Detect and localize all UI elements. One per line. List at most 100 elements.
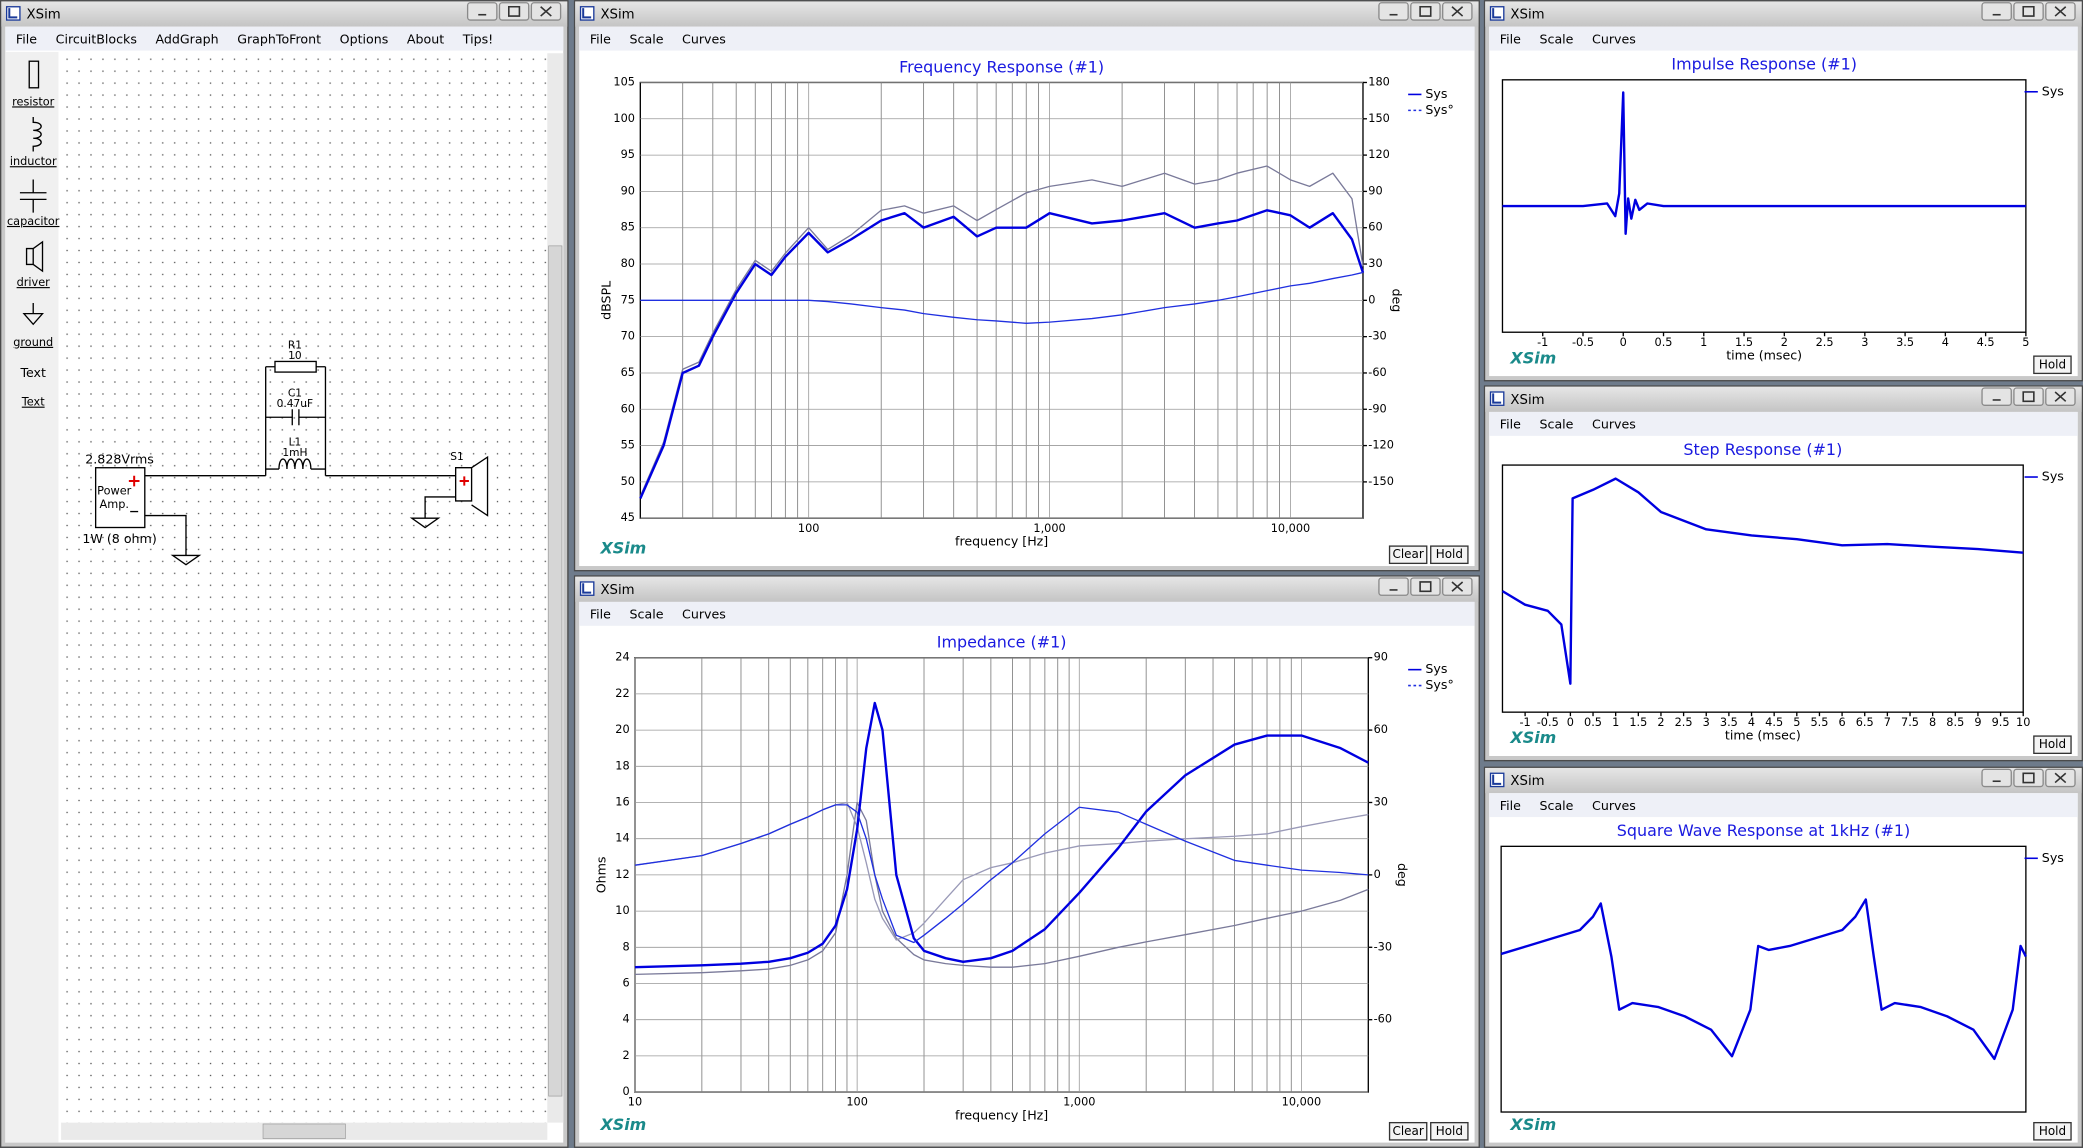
menu-item[interactable]: File [1500,31,1521,46]
curve [634,801,1369,976]
graph-button-label[interactable]: Hold [2039,737,2066,751]
graph-button[interactable] [1430,545,1469,565]
source-level: 2.828Vrms [85,451,154,466]
tool-label[interactable]: inductor [10,155,57,168]
x-tick-label: 4 [1942,336,1949,349]
y2-tick-label: -30 [1374,940,1392,953]
menu-item[interactable]: Scale [630,607,664,622]
maximize-button[interactable] [1410,2,1441,21]
menu-bar [1489,411,2078,436]
tool-label[interactable]: Text [21,396,45,409]
legend-label: Sys [2042,850,2064,865]
minimize-button[interactable] [1981,768,2012,788]
menu-item[interactable]: Scale [1540,31,1574,46]
tool-label[interactable]: driver [17,276,51,289]
legend-label: Sys [2042,83,2064,98]
x-tick-label: 0.5 [1655,336,1673,349]
menu-item[interactable]: Options [340,31,389,46]
menu-item[interactable]: Curves [1592,31,1636,46]
menu-item[interactable]: File [16,31,37,46]
x-axis-label: frequency [Hz] [955,534,1048,549]
graph-button[interactable] [1430,1121,1469,1141]
x-tick-label: 5.5 [1810,716,1828,729]
maximize-button[interactable] [2013,768,2044,788]
menu-item[interactable]: Curves [682,607,726,622]
chart-title: Impedance (#1) [937,633,1067,652]
x-tick-label: 1.5 [1629,716,1647,729]
graph-button[interactable] [1388,545,1428,565]
minimize-button[interactable] [1981,2,2012,21]
graph-button[interactable] [2033,735,2072,755]
v-scroll-thumb[interactable] [548,245,563,1097]
driver-icon [25,240,44,273]
y2-tick-label: 60 [1368,221,1382,234]
curve [634,804,1369,944]
graph-button-label[interactable]: Clear [1393,1124,1424,1138]
graph-button[interactable] [1388,1121,1428,1141]
maximize-button[interactable] [2013,387,2044,406]
graph-button[interactable] [2033,1121,2072,1141]
menu-item[interactable]: File [1500,798,1521,813]
minimize-button[interactable] [1981,387,2012,406]
menu-item[interactable]: File [1500,417,1521,432]
y-tick-label: 8 [622,940,629,953]
menu-item[interactable]: Tips! [462,31,493,46]
y-tick-label: 60 [621,402,635,415]
inductor-l1[interactable] [278,458,312,470]
tool-label[interactable]: capacitor [7,215,60,228]
minimize-button[interactable] [466,2,498,21]
maximize-button[interactable] [1410,577,1441,596]
menu-item[interactable]: Curves [1592,798,1636,813]
curve [634,701,1369,969]
y-tick-label: 2 [622,1049,629,1062]
maximize-glyph [1419,581,1432,593]
x-tick-label: 10 [628,1096,642,1109]
tool-label[interactable]: ground [13,336,53,349]
menu-item[interactable]: Curves [1592,417,1636,432]
graph-button-label[interactable]: Clear [1393,547,1424,561]
brand-logo: XSim [1509,1115,1556,1134]
minimize-button[interactable] [1378,2,1409,21]
menu-item[interactable]: File [590,607,611,622]
y-axis-label: dBSPL [599,281,614,320]
x-tick-label: 2.5 [1816,336,1834,349]
menu-item[interactable]: File [590,31,611,46]
h-scroll-thumb[interactable] [262,1123,346,1139]
x-axis-label: frequency [Hz] [955,1108,1048,1123]
graph-button-label[interactable]: Hold [1436,547,1463,561]
graph-button-label[interactable]: Hold [2039,1124,2066,1138]
x-tick-label: 4 [1748,716,1755,729]
tool-label[interactable]: resistor [12,95,55,108]
maximize-button[interactable] [2013,2,2044,21]
graph-button-label[interactable]: Hold [2039,357,2066,371]
tool-label[interactable]: Text [19,365,46,380]
app-icon-mark [1492,393,1502,404]
speaker-s1[interactable] [454,455,489,517]
amp-block[interactable] [94,467,146,529]
menu-item[interactable]: About [407,31,444,46]
menu-item[interactable]: Curves [682,31,726,46]
menu-item[interactable]: GraphToFront [237,31,321,46]
curve [639,209,1365,500]
menu-item[interactable]: Scale [630,31,664,46]
menu-item[interactable]: Scale [1540,417,1574,432]
menu-item[interactable]: Scale [1540,798,1574,813]
graph-button-label[interactable]: Hold [1436,1124,1463,1138]
chart-title: Impulse Response (#1) [1671,55,1857,74]
capacitor-c1[interactable] [291,409,300,426]
x-tick-label: 3 [1703,716,1710,729]
menu-item[interactable]: AddGraph [156,31,219,46]
curve [639,165,1364,497]
maximize-button[interactable] [498,2,530,21]
x-tick-label: 1,000 [1033,522,1065,535]
resistor-r1[interactable] [274,360,317,373]
window-title: XSim [1510,393,1544,408]
x-tick-label: -0.5 [1572,336,1594,349]
chart: Impulse Response (#1) -1 -0.5 0 0.5 1 1.5 2 2.5 3… [1501,55,2064,363]
menu-item[interactable]: CircuitBlocks [56,31,137,46]
graph-button[interactable] [2033,355,2072,375]
y2-tick-label: 30 [1368,257,1382,270]
charts: Frequency Response (#1)100 1,000 10,000455… [593,55,2064,1123]
minimize-button[interactable] [1378,577,1409,596]
